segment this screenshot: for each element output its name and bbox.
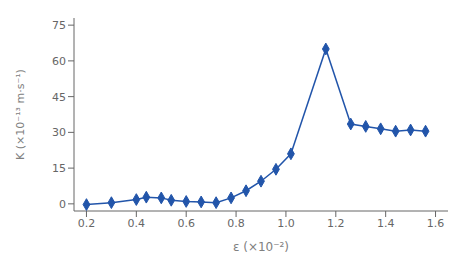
- svg-text:60: 60: [52, 55, 66, 68]
- svg-text:0.6: 0.6: [177, 217, 195, 230]
- svg-text:0: 0: [59, 198, 66, 211]
- svg-text:15: 15: [52, 162, 66, 175]
- svg-text:45: 45: [52, 91, 66, 104]
- svg-text:K (×10⁻¹³ m·s⁻¹): K (×10⁻¹³ m·s⁻¹): [14, 69, 27, 160]
- svg-text:30: 30: [52, 126, 66, 139]
- svg-text:1.0: 1.0: [277, 217, 295, 230]
- svg-text:0.2: 0.2: [78, 217, 96, 230]
- svg-text:ε (×10⁻²): ε (×10⁻²): [233, 240, 289, 254]
- svg-text:0.4: 0.4: [128, 217, 146, 230]
- svg-text:0.8: 0.8: [227, 217, 245, 230]
- svg-text:1.4: 1.4: [377, 217, 395, 230]
- svg-text:1.6: 1.6: [427, 217, 445, 230]
- svg-text:1.2: 1.2: [327, 217, 345, 230]
- svg-text:75: 75: [52, 19, 66, 32]
